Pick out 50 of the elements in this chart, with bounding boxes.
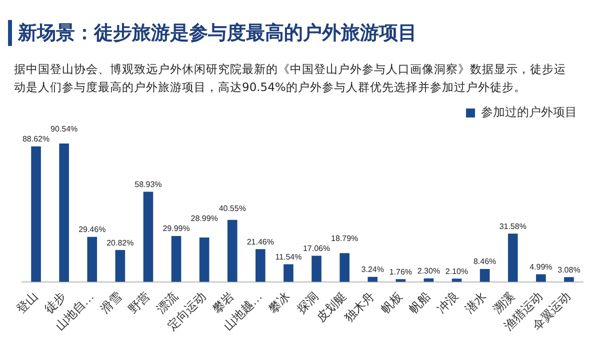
x-tick-label: 帆板 [378,289,406,316]
data-label: 29.99% [162,224,190,234]
bar [87,236,98,282]
data-label: 3.08% [558,265,580,274]
data-label: 20.82% [106,238,134,248]
bar [312,256,322,282]
data-label: 4.99% [530,262,552,272]
x-tick-label: 攀冰 [266,289,293,316]
bar [536,274,546,282]
data-label: 28.99% [190,214,218,224]
x-tick-label: 滑雪 [98,289,125,316]
bar [564,277,574,282]
bar [452,278,462,282]
data-label: 31.58% [499,222,526,231]
bar [171,236,182,282]
data-label: 29.46% [78,225,106,234]
data-label: 21.46% [246,237,274,246]
data-label: 58.93% [134,180,162,189]
data-label: 90.54% [50,124,78,134]
bar [368,276,378,282]
x-tick-label: 登山 [14,289,40,316]
bar [199,238,210,282]
bar [31,146,41,282]
chart-subtitle: 据中国登山协会、博观致远户外休闲研究院最新的《中国登山户外参与人口画像洞察》数据显示，徒步运动是人们参与度最高的户外旅游项目，高达90.54%的户外参与人群优先选择并参加过户外徒步。 [14,61,567,96]
bar [480,268,490,282]
data-label: 40.55% [218,204,246,214]
data-label: 17.06% [302,244,330,253]
bar [227,220,238,282]
data-label: 11.54% [275,252,302,262]
data-label: 88.62% [22,134,50,144]
x-tick-label: 冲浪 [434,289,462,316]
data-label: 18.79% [331,234,358,243]
data-label: 2.30% [417,266,440,276]
data-label: 1.76% [389,267,412,276]
legend-label: 参加过的户外项目 [481,105,577,120]
bar [143,192,154,282]
bar [396,279,406,282]
bar [115,250,126,282]
x-tick-label: 野营 [126,289,153,316]
data-label: 3.24% [361,265,384,274]
x-tick-label: 帆船 [406,289,434,316]
bar [256,249,266,282]
bar [284,264,294,282]
x-tick-label: 潜水 [462,289,490,316]
bar [508,234,518,282]
bar [59,143,69,282]
bar [340,253,350,282]
chart-title: 新场景：徒步旅游是参与度最高的户外旅游项目 [18,21,417,46]
data-label: 8.46% [473,257,496,266]
data-label: 2.10% [445,266,468,276]
